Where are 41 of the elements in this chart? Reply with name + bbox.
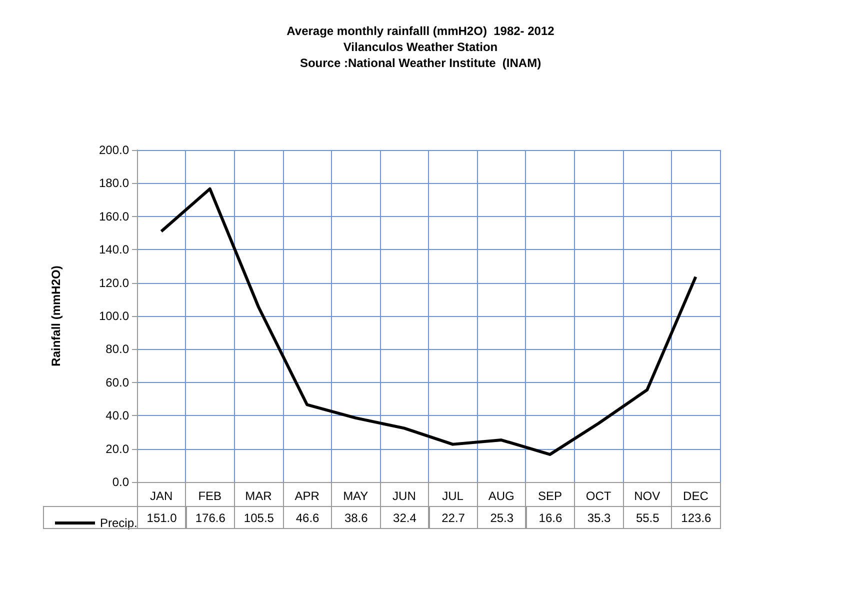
y-tick-label: 80.0 xyxy=(106,342,130,356)
y-tick-label: 0.0 xyxy=(112,475,130,489)
data-label: 25.3 xyxy=(477,506,527,529)
y-tick-label: 200.0 xyxy=(98,143,130,157)
y-axis-title: Rainfall (mmH2O) xyxy=(49,266,63,366)
data-label: 22.7 xyxy=(428,506,478,529)
y-tick-label: 140.0 xyxy=(98,242,130,257)
x-tick-label: OCT xyxy=(586,489,612,503)
x-tick-label: JUL xyxy=(442,489,464,503)
chart-subtitle: Vilanculos Weather Station xyxy=(343,40,498,54)
data-label: 38.6 xyxy=(331,506,381,529)
x-tick-label: APR xyxy=(294,489,320,503)
x-tick-label: MAR xyxy=(245,489,272,503)
data-label: 176.6 xyxy=(186,506,236,529)
line-series xyxy=(160,187,698,456)
y-tick-label: 120.0 xyxy=(98,276,130,290)
y-tick-label: 40.0 xyxy=(106,408,130,423)
data-label: 105.5 xyxy=(234,506,284,529)
data-label: 46.6 xyxy=(282,506,332,529)
y-tick-label: 20.0 xyxy=(106,442,130,456)
x-tick-label: MAY xyxy=(343,489,368,503)
y-tick-label: 60.0 xyxy=(106,375,130,390)
x-tick-label: JAN xyxy=(150,489,173,503)
x-tick-label: FEB xyxy=(198,489,222,503)
data-label: 55.5 xyxy=(622,506,672,529)
y-tick-label: 160.0 xyxy=(98,209,130,224)
x-tick-label: DEC xyxy=(683,489,709,503)
data-label: 35.3 xyxy=(574,506,624,529)
x-tick-label: AUG xyxy=(488,489,514,503)
data-label: 123.6 xyxy=(671,506,721,529)
legend-label: Precip. xyxy=(100,516,138,530)
y-tick-label: 100.0 xyxy=(98,309,130,323)
data-label: 151.0 xyxy=(137,506,187,529)
x-tick-label: SEP xyxy=(538,489,562,503)
source-note: Source :National Weather Institute (INAM) xyxy=(300,56,542,70)
x-tick-label: NOV xyxy=(634,489,660,503)
x-tick-label: JUN xyxy=(392,489,416,503)
chart-title: Average monthly rainfalll (mmH2O) 1982- 2012 xyxy=(286,24,555,38)
data-label: 32.4 xyxy=(380,506,430,529)
data-label: 16.6 xyxy=(526,506,576,529)
y-tick-label: 180.0 xyxy=(98,176,130,190)
